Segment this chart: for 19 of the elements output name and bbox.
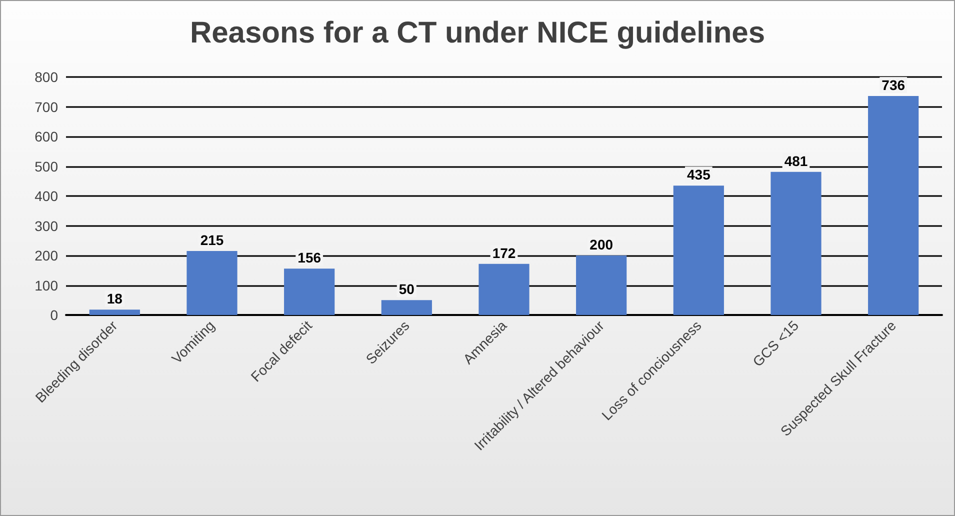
- data-label: 435: [686, 166, 711, 183]
- data-label: 200: [590, 236, 614, 252]
- y-tick-label: 500: [34, 158, 58, 174]
- y-tick-label: 700: [34, 98, 58, 115]
- y-tick-label: 400: [34, 188, 58, 204]
- y-tick-label: 600: [34, 128, 58, 144]
- y-tick-label: 300: [34, 218, 58, 234]
- data-label: 50: [398, 281, 415, 298]
- y-tick-label: 100: [34, 277, 58, 294]
- y-tick-label: 800: [34, 69, 58, 85]
- data-label: 156: [298, 250, 322, 266]
- y-tick-label: 0: [50, 307, 58, 323]
- data-label: 172: [492, 244, 516, 261]
- data-label: 481: [784, 152, 808, 169]
- data-label: 736: [882, 77, 906, 94]
- chart-title: Reasons for a CT under NICE guidelines: [190, 16, 766, 50]
- data-label: 18: [106, 290, 123, 307]
- y-tick-label: 200: [34, 248, 58, 264]
- data-label: 215: [200, 232, 224, 248]
